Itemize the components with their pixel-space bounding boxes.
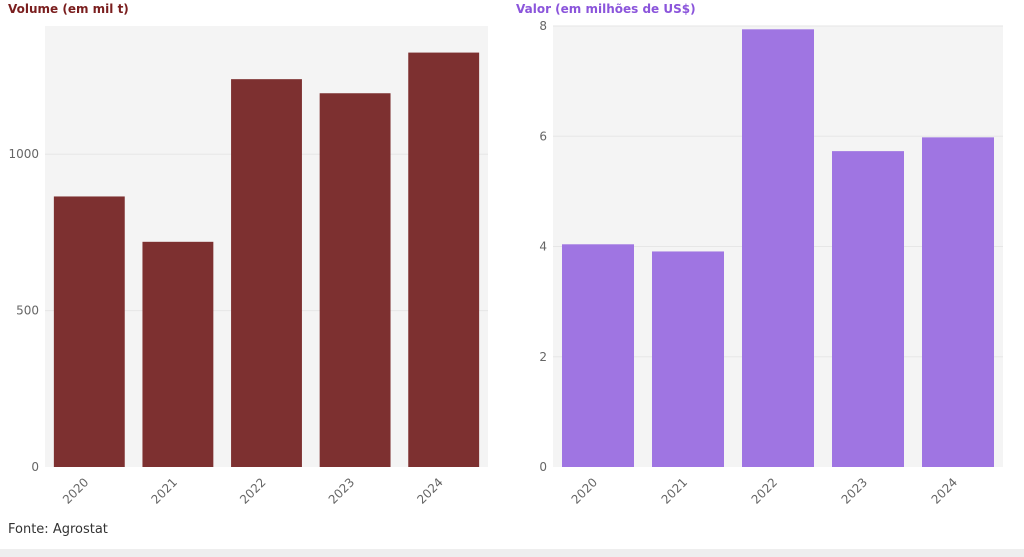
bar-2020 bbox=[53, 196, 125, 467]
value-bar-chart: 0 2 4 6 8 2020 2021 2022 2023 2024 bbox=[539, 19, 1003, 507]
bar-2021 bbox=[142, 241, 214, 467]
x-tick-label: 2022 bbox=[237, 475, 268, 506]
footer-band bbox=[0, 549, 1024, 557]
volume-bar-chart: 0 500 1000 2020 2021 2022 2023 2024 bbox=[8, 26, 488, 507]
x-tick-label: 2020 bbox=[60, 475, 91, 506]
source-note: Fonte: Agrostat bbox=[8, 522, 108, 537]
x-tick-label: 2024 bbox=[414, 475, 445, 506]
x-tick-label: 2022 bbox=[749, 475, 780, 506]
y-tick-label: 2 bbox=[539, 350, 547, 364]
x-tick-label: 2023 bbox=[839, 475, 870, 506]
bar-2020 bbox=[562, 244, 634, 467]
x-tick-label: 2024 bbox=[929, 475, 960, 506]
x-tick-label: 2021 bbox=[659, 475, 690, 506]
bar-2021 bbox=[652, 251, 724, 467]
bar-2024 bbox=[408, 52, 480, 467]
bar-2022 bbox=[231, 79, 302, 467]
y-tick-label: 4 bbox=[539, 240, 547, 254]
chart-title-volume: Volume (em mil t) bbox=[8, 2, 129, 16]
x-tick-label: 2023 bbox=[326, 475, 357, 506]
y-tick-label: 0 bbox=[31, 460, 39, 474]
x-tick-label: 2021 bbox=[149, 475, 180, 506]
bar-2023 bbox=[319, 93, 391, 467]
bar-2023 bbox=[832, 151, 904, 468]
bar-2022 bbox=[742, 29, 814, 468]
y-tick-label: 1000 bbox=[8, 147, 39, 161]
chart-title-valor: Valor (em milhões de US$) bbox=[516, 2, 696, 16]
bar-2024 bbox=[922, 137, 994, 468]
y-tick-label: 6 bbox=[539, 129, 547, 143]
x-tick-label: 2020 bbox=[569, 475, 600, 506]
y-tick-label: 0 bbox=[539, 460, 547, 474]
y-tick-label: 500 bbox=[16, 304, 39, 318]
y-tick-label: 8 bbox=[539, 19, 547, 33]
